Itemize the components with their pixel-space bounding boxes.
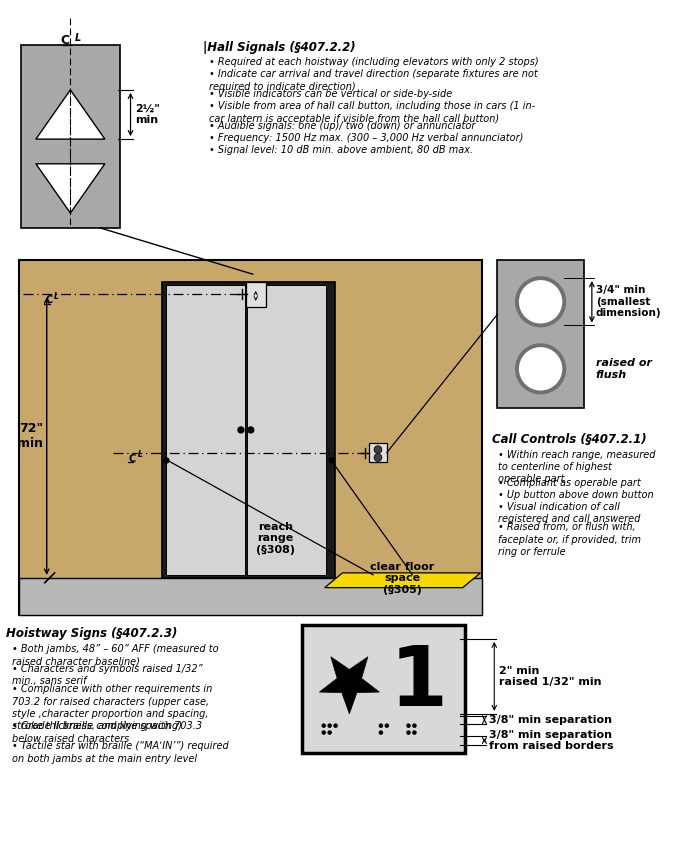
Circle shape (333, 723, 338, 728)
Circle shape (406, 730, 411, 734)
Circle shape (412, 730, 417, 734)
Bar (302, 625, 465, 753)
Circle shape (374, 446, 382, 454)
Bar (166, 285, 245, 574)
Bar (19, 578, 482, 615)
Text: • Audible signals: one (up)/ two (down) or annunciator: • Audible signals: one (up)/ two (down) … (209, 122, 476, 131)
Circle shape (374, 454, 382, 461)
Text: Call Controls (§407.2.1): Call Controls (§407.2.1) (492, 433, 647, 446)
Circle shape (517, 346, 565, 392)
Polygon shape (319, 657, 379, 714)
Circle shape (328, 723, 332, 728)
Text: reach
range
(§308): reach range (§308) (256, 522, 295, 555)
Bar (497, 260, 584, 408)
Text: • Within reach range, measured
to centerline of highest
operable part: • Within reach range, measured to center… (498, 449, 656, 484)
Text: Hoistway Signs (§407.2.3): Hoistway Signs (§407.2.3) (6, 627, 178, 640)
Bar (19, 260, 482, 615)
Text: • Grade II braille complying with 703.3
below raised characters: • Grade II braille complying with 703.3 … (13, 722, 202, 744)
Text: • Up button above down button: • Up button above down button (498, 490, 654, 500)
Circle shape (378, 723, 383, 728)
Bar (21, 45, 120, 228)
Circle shape (328, 730, 332, 734)
Text: |Hall Signals (§407.2.2): |Hall Signals (§407.2.2) (204, 41, 356, 54)
Text: 1: 1 (390, 642, 447, 722)
Circle shape (321, 730, 326, 734)
Text: • Tactile star with braille (“MAʼIN’”) required
on both jambs at the main entry : • Tactile star with braille (“MAʼIN’”) r… (13, 741, 229, 764)
Circle shape (517, 278, 565, 325)
Text: • Compliant as operable part: • Compliant as operable part (498, 478, 641, 488)
Circle shape (406, 723, 411, 728)
Text: L: L (137, 450, 142, 459)
Text: L: L (54, 292, 59, 301)
Text: • Visible from area of hall call button, including those in cars (1 in-
car lant: • Visible from area of hall call button,… (209, 101, 535, 123)
Text: • Both jambs, 48” – 60” AFF (measured to
raised character baseline): • Both jambs, 48” – 60” AFF (measured to… (13, 644, 219, 666)
Text: 2½"
min: 2½" min (135, 104, 160, 125)
Text: raised or
flush: raised or flush (596, 358, 652, 380)
Text: C: C (45, 295, 52, 306)
Circle shape (412, 723, 417, 728)
Bar (246, 282, 266, 306)
Text: 3/4" min
(smallest
dimension): 3/4" min (smallest dimension) (596, 285, 661, 318)
Text: • Required at each hoistway (including elevators with only 2 stops): • Required at each hoistway (including e… (209, 57, 539, 67)
Text: C: C (129, 454, 136, 464)
Text: 3/8" min separation
from raised borders: 3/8" min separation from raised borders (489, 729, 614, 751)
Polygon shape (36, 90, 105, 139)
Text: • Visual indication of call
registered and call answered: • Visual indication of call registered a… (498, 502, 641, 524)
Text: C: C (60, 34, 70, 47)
Circle shape (378, 730, 383, 734)
Bar (369, 443, 387, 462)
Text: 2" min
raised 1/32" min: 2" min raised 1/32" min (499, 665, 602, 687)
Text: 3/8" min separation: 3/8" min separation (489, 715, 613, 725)
Text: • Characters and symbols raised 1/32”
min., sans serif: • Characters and symbols raised 1/32” mi… (13, 664, 203, 687)
Bar (247, 285, 325, 574)
Text: 72"
min: 72" min (17, 422, 43, 450)
Text: clear floor
space
(§305): clear floor space (§305) (371, 562, 435, 595)
Circle shape (238, 427, 244, 433)
Text: • Compliance with other requirements in
703.2 for raised characters (upper case,: • Compliance with other requirements in … (13, 684, 213, 732)
Text: L: L (75, 32, 81, 43)
Polygon shape (36, 163, 105, 213)
Text: • Signal level: 10 dB min. above ambient, 80 dB max.: • Signal level: 10 dB min. above ambient… (209, 145, 473, 155)
Text: • Visible indicators can be vertical or side-by-side: • Visible indicators can be vertical or … (209, 89, 452, 100)
Text: • Raised from, or flush with,
faceplate or, if provided, trim
ring or ferrule: • Raised from, or flush with, faceplate … (498, 523, 641, 557)
Polygon shape (325, 573, 480, 588)
Text: • Indicate car arrival and travel direction (separate fixtures are not
required : • Indicate car arrival and travel direct… (209, 69, 538, 92)
Circle shape (385, 723, 389, 728)
Bar (162, 282, 335, 578)
Circle shape (248, 427, 254, 433)
Circle shape (321, 723, 326, 728)
Text: • Frequency: 1500 Hz max. (300 – 3,000 Hz verbal annunciator): • Frequency: 1500 Hz max. (300 – 3,000 H… (209, 134, 523, 143)
